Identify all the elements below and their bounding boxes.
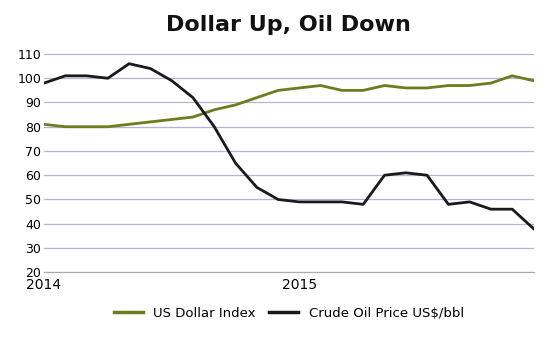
Crude Oil Price US$/bbl (104, 76, 111, 80)
Crude Oil Price US$/bbl (445, 202, 452, 206)
Crude Oil Price US$/bbl (254, 185, 260, 190)
Crude Oil Price US$/bbl (488, 207, 494, 211)
Crude Oil Price US$/bbl (83, 74, 90, 78)
Crude Oil Price US$/bbl (211, 125, 218, 129)
US Dollar Index (168, 117, 175, 121)
US Dollar Index (232, 103, 239, 107)
Crude Oil Price US$/bbl (190, 96, 196, 100)
US Dollar Index (190, 115, 196, 119)
US Dollar Index (509, 74, 515, 78)
US Dollar Index (317, 83, 324, 88)
Crude Oil Price US$/bbl (62, 74, 69, 78)
Line: US Dollar Index: US Dollar Index (44, 76, 534, 127)
Line: Crude Oil Price US$/bbl: Crude Oil Price US$/bbl (44, 64, 534, 229)
Crude Oil Price US$/bbl (317, 200, 324, 204)
US Dollar Index (360, 88, 366, 92)
Crude Oil Price US$/bbl (168, 79, 175, 83)
US Dollar Index (339, 88, 345, 92)
Crude Oil Price US$/bbl (424, 173, 431, 177)
US Dollar Index (424, 86, 431, 90)
Crude Oil Price US$/bbl (360, 202, 366, 206)
US Dollar Index (488, 81, 494, 85)
US Dollar Index (211, 108, 218, 112)
US Dollar Index (41, 122, 47, 126)
Crude Oil Price US$/bbl (339, 200, 345, 204)
US Dollar Index (62, 125, 69, 129)
Crude Oil Price US$/bbl (403, 171, 409, 175)
US Dollar Index (296, 86, 303, 90)
US Dollar Index (403, 86, 409, 90)
US Dollar Index (126, 122, 133, 126)
Crude Oil Price US$/bbl (126, 62, 133, 66)
US Dollar Index (445, 83, 452, 88)
Legend: US Dollar Index, Crude Oil Price US$/bbl: US Dollar Index, Crude Oil Price US$/bbl (114, 306, 464, 320)
Crude Oil Price US$/bbl (530, 227, 537, 231)
US Dollar Index (381, 83, 388, 88)
Crude Oil Price US$/bbl (466, 200, 473, 204)
US Dollar Index (466, 83, 473, 88)
Crude Oil Price US$/bbl (41, 81, 47, 85)
Crude Oil Price US$/bbl (275, 198, 282, 202)
US Dollar Index (104, 125, 111, 129)
Crude Oil Price US$/bbl (509, 207, 515, 211)
US Dollar Index (147, 120, 153, 124)
US Dollar Index (275, 88, 282, 92)
US Dollar Index (254, 96, 260, 100)
Crude Oil Price US$/bbl (381, 173, 388, 177)
Crude Oil Price US$/bbl (147, 66, 153, 70)
Crude Oil Price US$/bbl (296, 200, 303, 204)
Title: Dollar Up, Oil Down: Dollar Up, Oil Down (166, 15, 411, 35)
US Dollar Index (83, 125, 90, 129)
Crude Oil Price US$/bbl (232, 161, 239, 165)
US Dollar Index (530, 79, 537, 83)
